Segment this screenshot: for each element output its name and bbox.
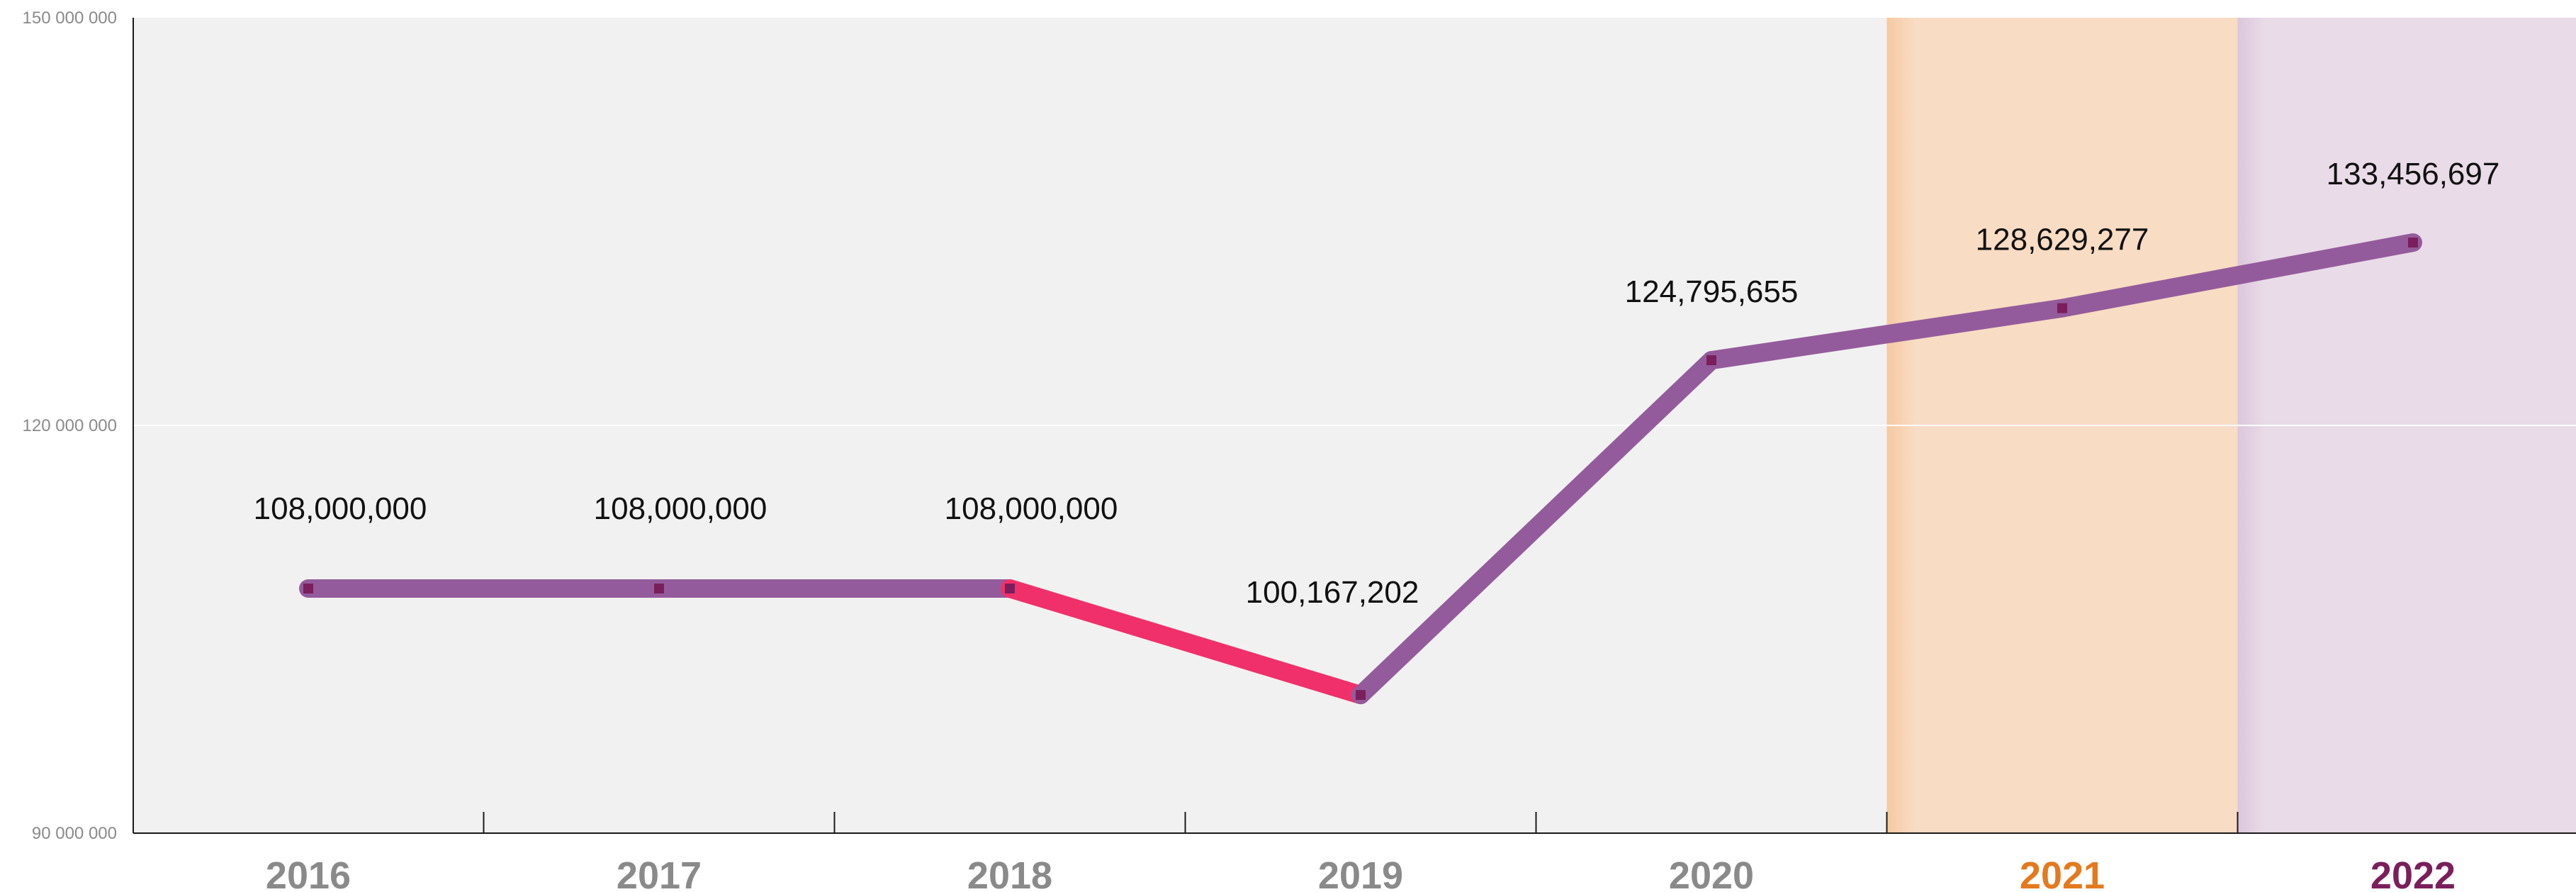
x-category-label: 2018 [967, 854, 1052, 892]
data-label: 124,795,655 [1625, 274, 1799, 309]
y-tick-label: 90 000 000 [32, 824, 117, 843]
data-point-marker [1005, 584, 1015, 593]
y-tick-label: 150 000 000 [23, 9, 117, 28]
y-tick-label: 120 000 000 [23, 416, 117, 435]
data-point-marker [1356, 690, 1366, 701]
line-segment [1351, 351, 1721, 705]
x-category-label: 2017 [617, 854, 702, 892]
x-category-label: 2022 [2370, 854, 2456, 892]
data-point-marker [303, 584, 313, 593]
data-point-marker [1706, 355, 1716, 366]
x-category-label: 2016 [266, 854, 351, 892]
data-label: 133,456,697 [2327, 157, 2500, 191]
data-label: 100,167,202 [1246, 575, 1419, 610]
x-category-label: 2019 [1318, 854, 1403, 892]
data-point-marker [654, 584, 664, 593]
data-label: 128,629,277 [1976, 223, 2149, 257]
x-category-label: 2020 [1669, 854, 1754, 892]
data-label: 108,000,000 [594, 491, 767, 526]
line-segment [1702, 299, 2071, 370]
line-segment [2053, 233, 2422, 318]
data-label: 108,000,000 [254, 491, 427, 526]
line-segment [1001, 579, 1370, 705]
data-point-marker [2408, 238, 2418, 248]
data-label: 108,000,000 [945, 491, 1118, 526]
data-point-marker [2057, 303, 2067, 313]
x-category-label: 2021 [2020, 854, 2105, 892]
